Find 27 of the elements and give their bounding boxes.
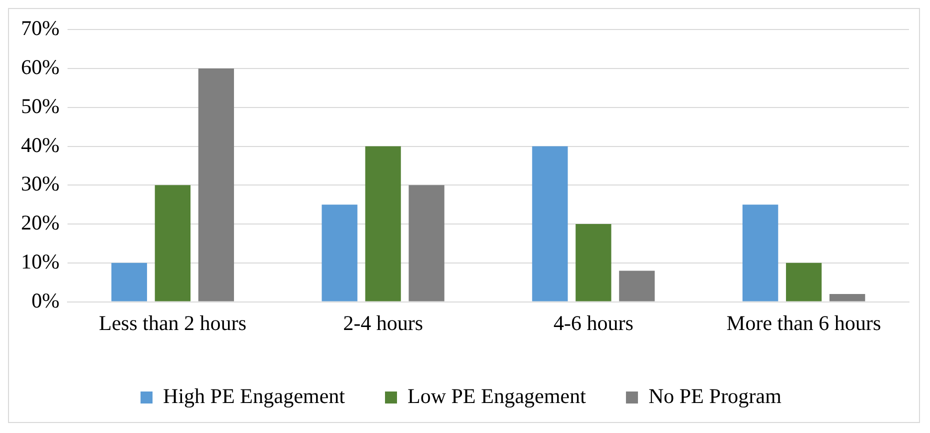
bar: [829, 294, 866, 302]
bar: [576, 224, 612, 302]
x-tick-label: Less than 2 hours: [98, 310, 246, 335]
y-tick-label: 50%: [20, 94, 60, 118]
bar: [532, 146, 568, 302]
y-tick-label: 40%: [20, 132, 60, 157]
bar: [198, 68, 234, 302]
y-tick-label: 30%: [20, 172, 60, 196]
bar: [742, 204, 778, 302]
bar: [322, 204, 358, 302]
legend-label: High PE Engagement: [163, 384, 346, 408]
x-tick-label: 4-6 hours: [553, 310, 634, 335]
y-tick-label: 10%: [20, 249, 60, 274]
x-tick-label: More than 6 hours: [726, 310, 882, 335]
bar: [786, 262, 822, 302]
legend-label: Low PE Engagement: [408, 384, 586, 408]
bar: [619, 270, 655, 302]
y-tick-label: 20%: [20, 210, 60, 235]
bar: [154, 185, 191, 302]
x-tick-label: 2-4 hours: [343, 310, 424, 335]
bar: [111, 262, 148, 302]
bar: [408, 185, 444, 302]
y-tick-label: 0%: [31, 288, 60, 312]
y-tick-label: 70%: [20, 16, 60, 40]
bar: [365, 146, 401, 302]
legend-label: No PE Program: [648, 384, 782, 408]
y-tick-label: 60%: [20, 55, 60, 79]
